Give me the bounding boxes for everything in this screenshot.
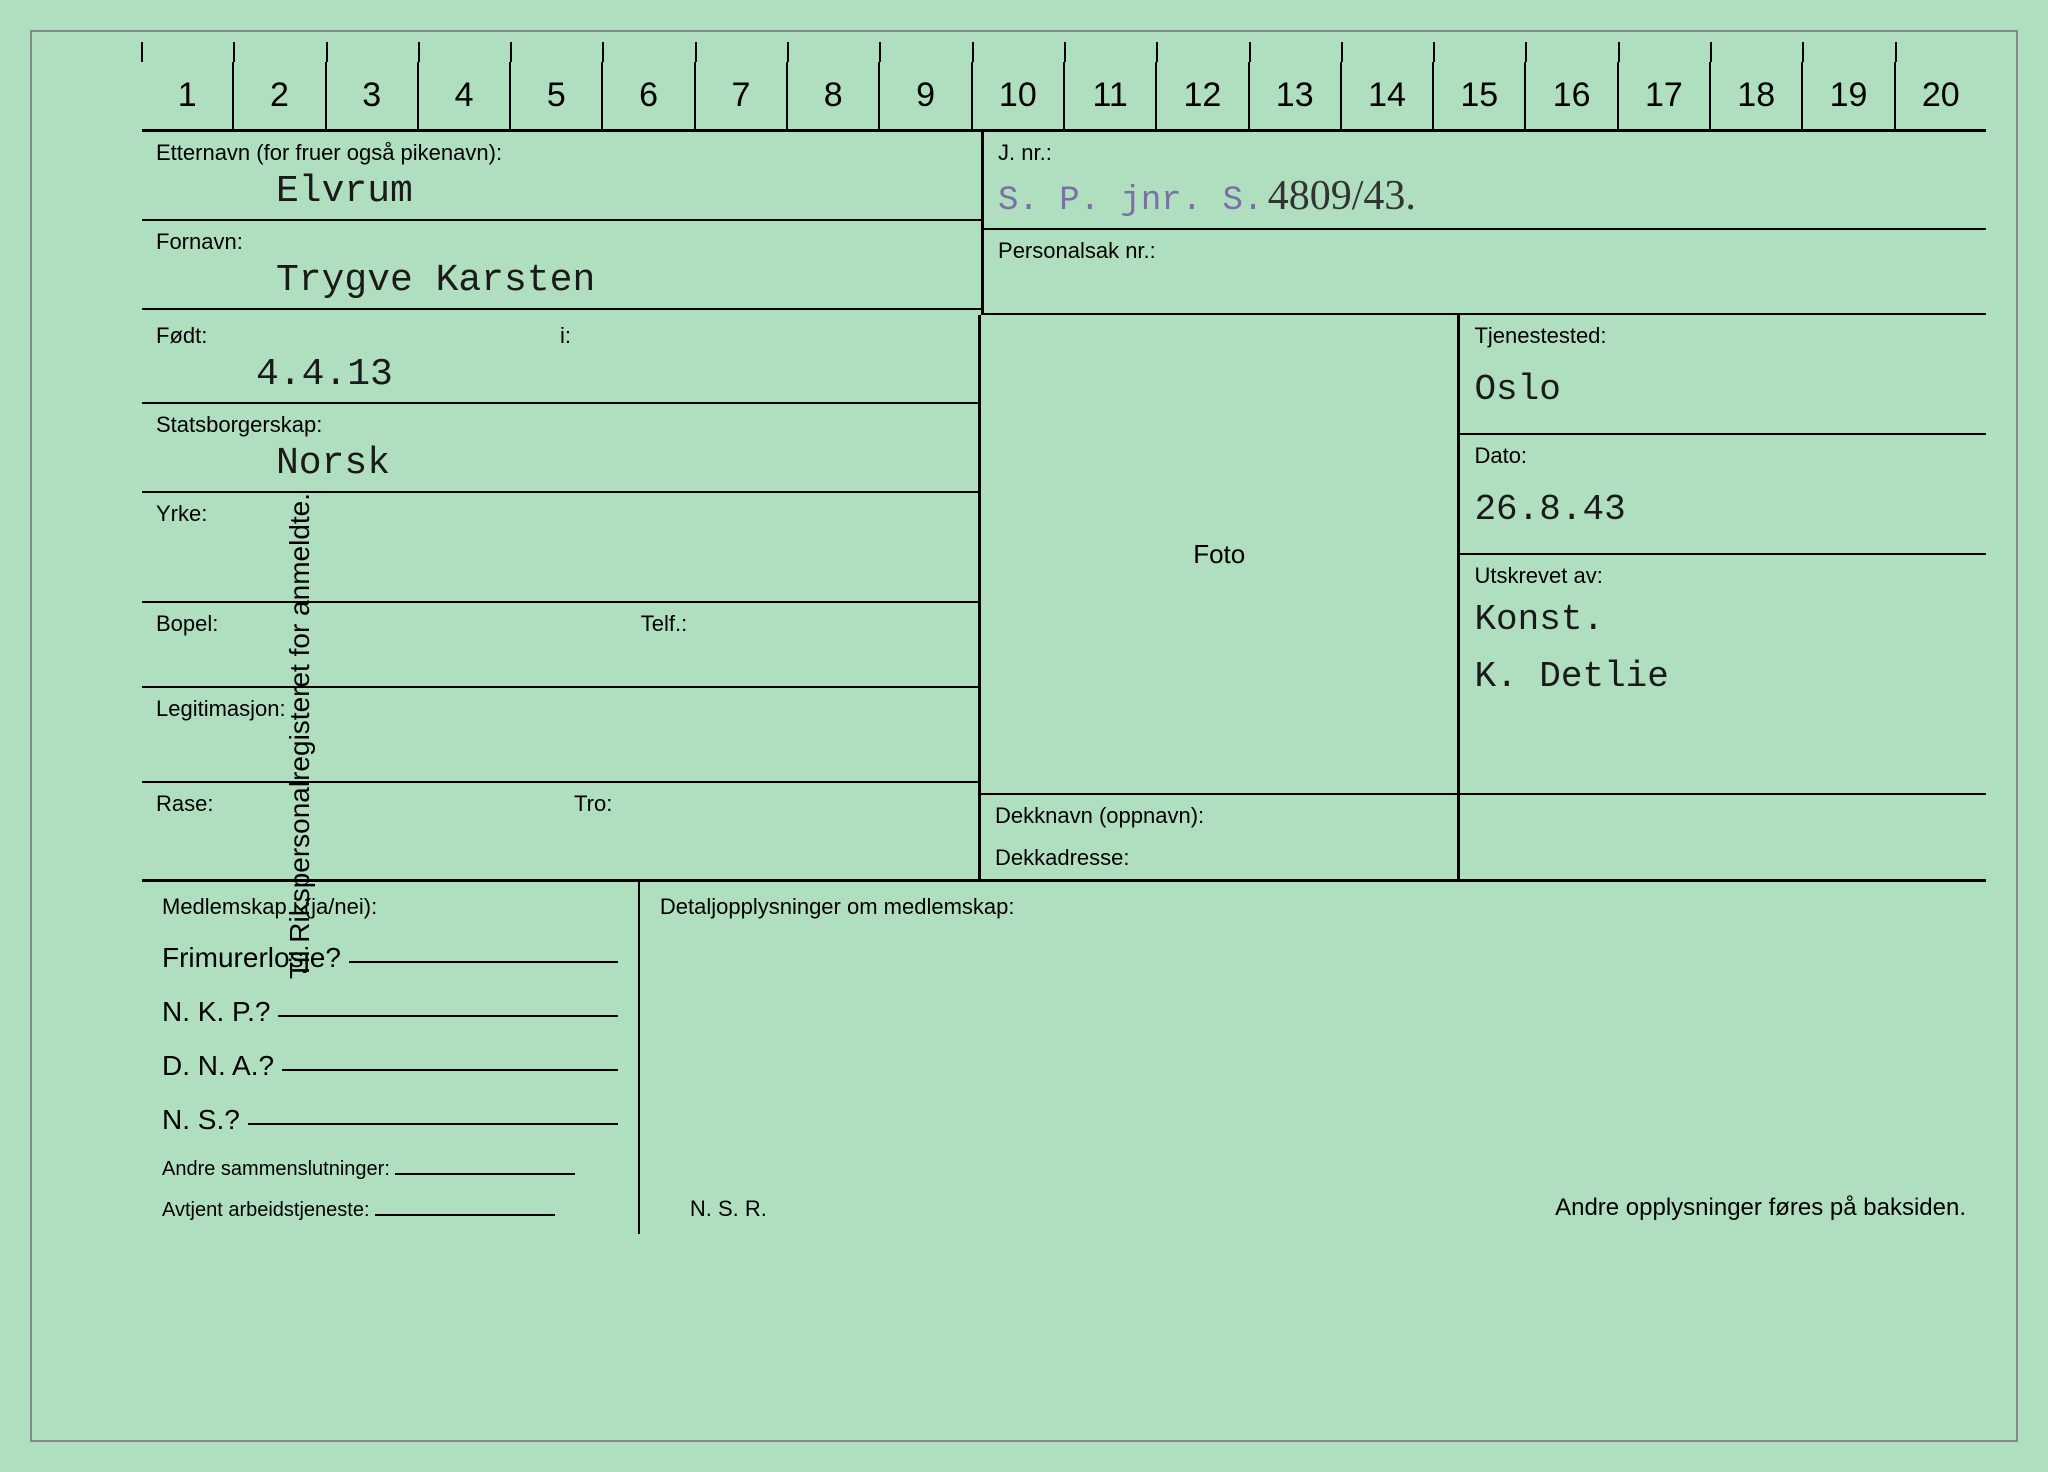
legitimasjon-label: Legitimasjon: xyxy=(156,696,964,722)
detalj-label: Detaljopplysninger om medlemskap: xyxy=(660,894,1966,920)
utskrevet-field: Utskrevet av: Konst. K. Detlie xyxy=(1460,555,1986,795)
utskrevet-value1: Konst. xyxy=(1474,589,1972,640)
dekkadresse-label: Dekkadresse: xyxy=(995,845,1443,871)
etternavn-field: Etternavn (for fruer også pikenavn): Elv… xyxy=(142,132,981,221)
fodt-value: 4.4.13 xyxy=(156,349,560,396)
fodt-field: Født: 4.4.13 i: xyxy=(142,315,978,404)
ruler-cell: 14 xyxy=(1340,62,1432,129)
ruler-cell: 2 xyxy=(232,62,324,129)
andre-sammen-label: Andre sammenslutninger: xyxy=(162,1158,618,1181)
ruler-cell: 4 xyxy=(417,62,509,129)
ruler-cell: 15 xyxy=(1432,62,1524,129)
bopel-label: Bopel: xyxy=(156,611,641,637)
avtjent-label: Avtjent arbeidstjeneste: xyxy=(162,1199,618,1222)
ruler-cell: 18 xyxy=(1709,62,1801,129)
ruler-cell: 5 xyxy=(509,62,601,129)
dato-field: Dato: 26.8.43 xyxy=(1460,435,1986,555)
tjenestested-label: Tjenestested: xyxy=(1474,323,1972,349)
rase-label: Rase: xyxy=(156,791,546,817)
personalsak-label: Personalsak nr.: xyxy=(998,238,1972,264)
utskrevet-value2: K. Detlie xyxy=(1474,640,1972,697)
utskrevet-label: Utskrevet av: xyxy=(1474,563,1972,589)
fodt-i-label: i: xyxy=(560,323,964,349)
ruler-cell: 20 xyxy=(1894,62,1986,129)
tro-label: Tro: xyxy=(574,791,964,817)
dna-label: D. N. A.? xyxy=(162,1050,274,1082)
ruler-cell: 6 xyxy=(601,62,693,129)
yrke-field: Yrke: xyxy=(142,493,978,603)
dekknavn-field: Dekknavn (oppnavn): xyxy=(981,795,1457,837)
membership-section: Medlemskap i (ja/nei): Frimurerlosje? N.… xyxy=(142,879,1986,1234)
telf-label: Telf.: xyxy=(641,611,964,637)
fodt-label: Født: xyxy=(156,323,560,349)
frimurer-label: Frimurerlosje? xyxy=(162,942,341,974)
ruler: 1 2 3 4 5 6 7 8 9 10 11 12 13 14 15 16 1… xyxy=(142,62,1986,132)
ruler-cell: 8 xyxy=(786,62,878,129)
top-row: Etternavn (for fruer også pikenavn): Elv… xyxy=(142,132,1986,315)
fornavn-label: Fornavn: xyxy=(156,229,967,255)
dato-value: 26.8.43 xyxy=(1474,469,1972,530)
fornavn-value: Trygve Karsten xyxy=(156,255,967,302)
tro-field: Tro: xyxy=(560,783,978,858)
tjenestested-value: Oslo xyxy=(1474,349,1972,410)
fornavn-field: Fornavn: Trygve Karsten xyxy=(142,221,981,310)
ruler-cell: 13 xyxy=(1248,62,1340,129)
nkp-label: N. K. P.? xyxy=(162,996,270,1028)
card-content: 1 2 3 4 5 6 7 8 9 10 11 12 13 14 15 16 1… xyxy=(142,62,1986,1410)
dna-item: D. N. A.? xyxy=(162,1050,618,1082)
nsr-label: N. S. R. xyxy=(690,1196,767,1222)
personalsak-field: Personalsak nr.: xyxy=(984,230,1986,315)
foto-placeholder: Foto xyxy=(981,315,1457,795)
mid-section: Født: 4.4.13 i: Statsborgerskap: Norsk Y… xyxy=(142,315,1986,879)
yrke-label: Yrke: xyxy=(156,501,964,527)
bopel-field: Bopel: Telf.: xyxy=(142,603,978,688)
registration-card: Til Rikspersonalregisteret for anmeldte.… xyxy=(30,30,2018,1442)
andre-opp-label: Andre opplysninger føres på baksiden. xyxy=(1555,1194,1966,1222)
statsborgerskap-label: Statsborgerskap: xyxy=(156,412,964,438)
foto-label: Foto xyxy=(1193,539,1245,570)
ruler-cell: 3 xyxy=(325,62,417,129)
ruler-cell: 19 xyxy=(1801,62,1893,129)
ruler-cell: 10 xyxy=(971,62,1063,129)
frimurer-item: Frimurerlosje? xyxy=(162,942,618,974)
ruler-cell: 12 xyxy=(1155,62,1247,129)
jnr-handwritten: 4809/43. xyxy=(1268,173,1416,219)
ns-label: N. S.? xyxy=(162,1104,240,1136)
dekknavn-label: Dekknavn (oppnavn): xyxy=(995,803,1443,829)
dekkadresse-field: Dekkadresse: xyxy=(981,837,1457,879)
membership-left: Medlemskap i (ja/nei): Frimurerlosje? N.… xyxy=(142,882,640,1234)
statsborgerskap-value: Norsk xyxy=(156,438,964,485)
tjenestested-field: Tjenestested: Oslo xyxy=(1460,315,1986,435)
jnr-field: J. nr.: S. P. jnr. S. 4809/43. xyxy=(984,132,1986,230)
jnr-stamp: S. P. jnr. S. xyxy=(998,182,1263,220)
ruler-cell: 9 xyxy=(878,62,970,129)
jnr-label: J. nr.: xyxy=(998,140,1972,166)
ruler-cell: 7 xyxy=(694,62,786,129)
etternavn-label: Etternavn (for fruer også pikenavn): xyxy=(156,140,967,166)
statsborgerskap-field: Statsborgerskap: Norsk xyxy=(142,404,978,493)
membership-right: Detaljopplysninger om medlemskap: N. S. … xyxy=(640,882,1986,1234)
ruler-cell: 17 xyxy=(1617,62,1709,129)
rase-tro-row: Rase: Tro: xyxy=(142,783,978,858)
dato-label: Dato: xyxy=(1474,443,1972,469)
legitimasjon-field: Legitimasjon: xyxy=(142,688,978,783)
ruler-cell: 1 xyxy=(142,62,232,129)
medlemskap-label: Medlemskap i (ja/nei): xyxy=(162,894,618,920)
etternavn-value: Elvrum xyxy=(156,166,967,213)
nkp-item: N. K. P.? xyxy=(162,996,618,1028)
ruler-cell: 16 xyxy=(1524,62,1616,129)
rase-field: Rase: xyxy=(142,783,560,858)
ns-item: N. S.? xyxy=(162,1104,618,1136)
ruler-cell: 11 xyxy=(1063,62,1155,129)
